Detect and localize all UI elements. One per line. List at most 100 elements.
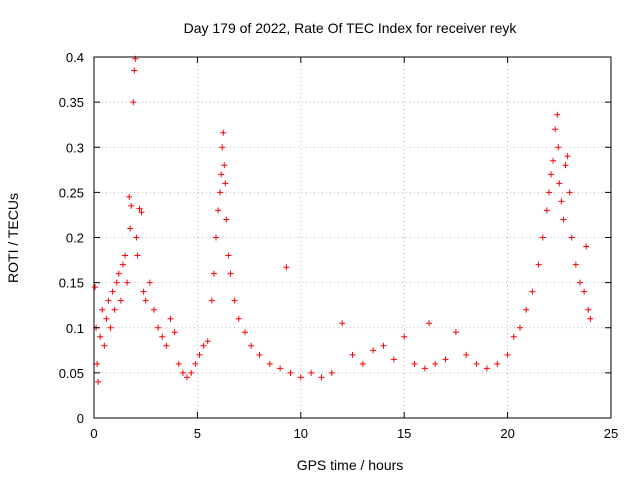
y-axis-label: ROTI / TECUs: [5, 193, 21, 283]
data-point: [339, 320, 346, 327]
data-point: [283, 264, 290, 271]
y-tick-label: 0.25: [59, 185, 84, 200]
data-point: [401, 333, 408, 340]
data-point: [138, 209, 145, 216]
data-point: [134, 252, 141, 259]
data-point: [184, 374, 191, 381]
data-point: [473, 360, 480, 367]
data-points: [92, 55, 594, 385]
data-point: [560, 216, 567, 223]
data-point: [297, 374, 304, 381]
data-point: [140, 288, 147, 295]
data-point: [113, 279, 120, 286]
data-point: [171, 329, 178, 336]
data-point: [370, 347, 377, 354]
data-point: [572, 261, 579, 268]
grid: [94, 57, 611, 418]
data-point: [463, 351, 470, 358]
data-point: [564, 153, 571, 160]
data-point: [146, 279, 153, 286]
data-point: [328, 369, 335, 376]
data-point: [210, 270, 217, 277]
data-point: [568, 234, 575, 241]
y-tick-label: 0.15: [59, 276, 84, 291]
data-point: [222, 180, 229, 187]
x-tick-label: 15: [397, 426, 411, 441]
data-point: [539, 234, 546, 241]
data-point: [223, 216, 230, 223]
data-point: [543, 207, 550, 214]
data-point: [200, 342, 207, 349]
y-tick-label: 0.35: [59, 95, 84, 110]
data-point: [109, 288, 116, 295]
data-point: [535, 261, 542, 268]
data-point: [127, 225, 134, 232]
data-point: [97, 333, 104, 340]
data-point: [452, 329, 459, 336]
data-point: [213, 234, 220, 241]
y-tick-label: 0.3: [66, 140, 84, 155]
chart-title: Day 179 of 2022, Rate Of TEC Index for r…: [184, 20, 518, 36]
data-point: [225, 252, 232, 259]
data-point: [266, 360, 273, 367]
data-point: [159, 333, 166, 340]
data-point: [287, 369, 294, 376]
y-tick-label: 0: [77, 411, 84, 426]
data-point: [277, 365, 284, 372]
data-point: [95, 378, 102, 385]
data-point: [421, 365, 428, 372]
data-point: [136, 205, 143, 212]
data-point: [167, 315, 174, 322]
data-point: [554, 111, 561, 118]
data-point: [219, 144, 226, 151]
plot-frame: [93, 56, 612, 419]
data-point: [552, 126, 559, 133]
data-point: [105, 297, 112, 304]
data-point: [318, 374, 325, 381]
data-point: [192, 360, 199, 367]
data-point: [529, 288, 536, 295]
x-tick-label: 25: [604, 426, 618, 441]
data-point: [548, 171, 555, 178]
data-point: [94, 360, 101, 367]
data-point: [556, 180, 563, 187]
data-point: [218, 171, 225, 178]
data-point: [256, 351, 263, 358]
x-tick-label: 5: [194, 426, 201, 441]
data-point: [576, 279, 583, 286]
data-point: [558, 198, 565, 205]
y-tick-label: 0.1: [66, 321, 84, 336]
data-point: [545, 189, 552, 196]
data-point: [426, 320, 433, 327]
data-point: [585, 306, 592, 313]
y-tick-label: 0.05: [59, 366, 84, 381]
data-point: [217, 189, 224, 196]
data-point: [248, 342, 255, 349]
data-point: [179, 369, 186, 376]
data-point: [92, 284, 99, 291]
x-axis-label: GPS time / hours: [297, 457, 404, 473]
data-point: [131, 67, 138, 74]
data-point: [587, 315, 594, 322]
data-point: [130, 99, 137, 106]
y-tick-label: 0.4: [66, 50, 84, 65]
data-point: [517, 324, 524, 331]
data-point: [133, 234, 140, 241]
data-point: [103, 315, 110, 322]
data-point: [150, 306, 157, 313]
data-point: [111, 306, 118, 313]
data-point: [555, 144, 562, 151]
data-point: [124, 279, 131, 286]
data-point: [411, 360, 418, 367]
data-point: [155, 324, 162, 331]
data-point: [175, 360, 182, 367]
data-point: [523, 306, 530, 313]
data-point: [235, 315, 242, 322]
data-point: [308, 369, 315, 376]
data-point: [390, 356, 397, 363]
data-point: [196, 351, 203, 358]
data-point: [99, 306, 106, 313]
data-point: [231, 297, 238, 304]
data-point: [562, 162, 569, 169]
